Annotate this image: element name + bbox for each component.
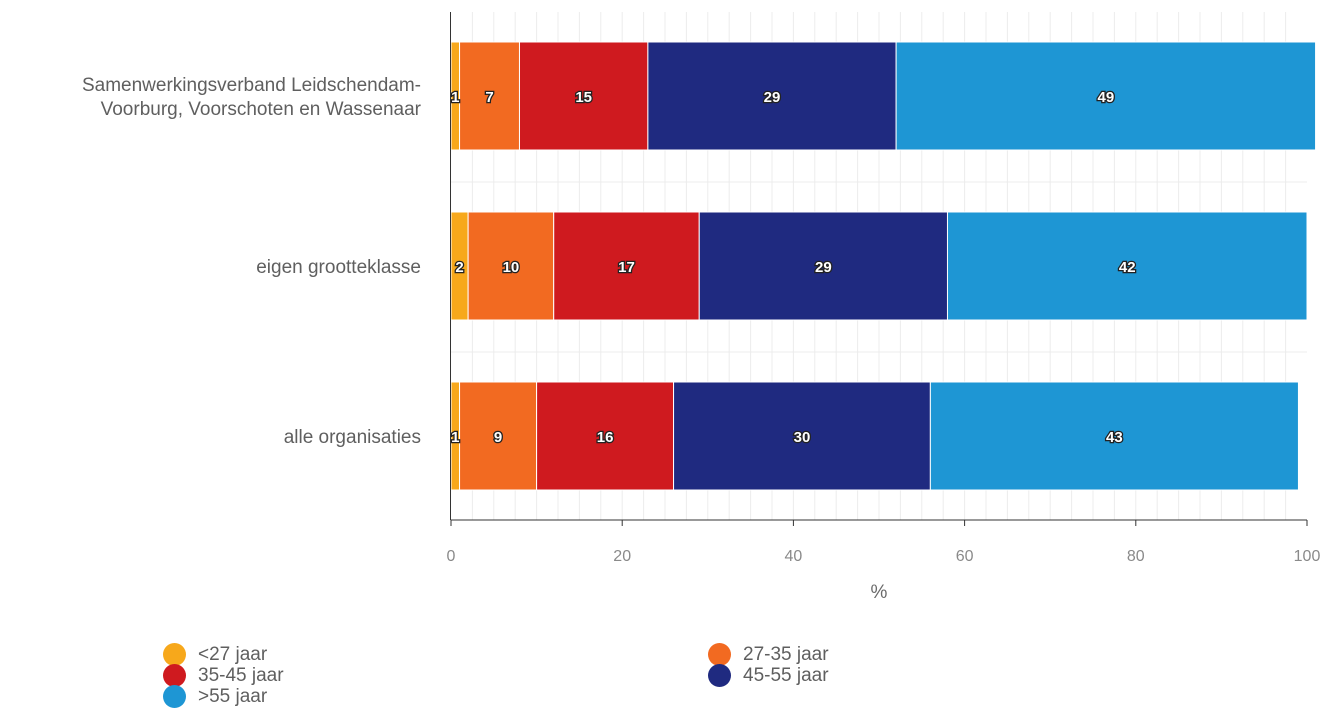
data-label: 49 [1097, 89, 1114, 106]
x-tick-label: 80 [1127, 548, 1145, 565]
x-axis-label: % [871, 582, 888, 603]
data-label: 1 [451, 429, 459, 446]
legend-item: >55 jaar [163, 685, 708, 708]
bar-segment [895, 41, 1317, 151]
x-tick-label: 100 [1294, 548, 1321, 565]
bars [450, 41, 1317, 491]
bar-segment [553, 211, 700, 321]
data-label: 2 [455, 259, 463, 276]
bar-segment [536, 381, 675, 491]
legend-item: 27-35 jaar [708, 643, 963, 666]
legend-swatch [708, 643, 731, 666]
bar-segment [673, 381, 931, 491]
data-label: 7 [485, 89, 493, 106]
legend-item: 35-45 jaar [163, 664, 708, 687]
data-labels: 1 7 15 29 492 10 17 29 421 9 16 30 43 [450, 88, 1137, 448]
legend-item: <27 jaar [163, 643, 708, 666]
chart: 1 7 15 29 492 10 17 29 421 9 16 30 43 0 20 40 60 80 100 S… [82, 12, 1321, 603]
legend-label: 45-55 jaar [743, 664, 829, 686]
data-label: 29 [815, 259, 832, 276]
axes: 0 20 40 60 80 100 [447, 12, 1321, 565]
data-label: 9 [494, 429, 502, 446]
data-label: 30 [794, 429, 811, 446]
legend: <27 jaar 27-35 jaar 35-45 jaar 45-55 jaar >5… [163, 643, 963, 708]
legend-swatch [708, 664, 731, 687]
x-tick-label: 20 [613, 548, 631, 565]
bar-segment [929, 381, 1299, 491]
legend-label: <27 jaar [198, 643, 268, 665]
bar-segment [459, 381, 538, 491]
bar-segment [467, 211, 555, 321]
legend-swatch [163, 664, 186, 687]
data-label: 17 [618, 259, 635, 276]
data-label: 29 [764, 89, 781, 106]
category-label: Voorburg, Voorschoten en Wassenaar [101, 99, 422, 120]
legend-item: 45-55 jaar [708, 664, 963, 687]
legend-label: 27-35 jaar [743, 643, 829, 665]
data-label: 43 [1106, 429, 1123, 446]
data-label: 42 [1119, 259, 1136, 276]
x-tick-label: 0 [447, 548, 456, 565]
bar-segment [647, 41, 897, 151]
bar-segment [698, 211, 948, 321]
legend-label: >55 jaar [198, 685, 268, 707]
x-tick-label: 60 [956, 548, 974, 565]
category-label: alle organisaties [284, 427, 421, 448]
category-labels: Samenwerkingsverband Leidschendam- Voorbu… [82, 75, 422, 448]
data-label: 15 [575, 89, 592, 106]
data-label: 16 [597, 429, 614, 446]
category-label: eigen grootteklasse [256, 257, 421, 278]
data-label: 1 [451, 89, 459, 106]
bar-segment [946, 211, 1308, 321]
bar-segment [459, 41, 520, 151]
category-label: Samenwerkingsverband Leidschendam- [82, 75, 421, 96]
legend-label: 35-45 jaar [198, 664, 284, 686]
x-tick-label: 40 [785, 548, 803, 565]
legend-swatch [163, 643, 186, 666]
legend-swatch [163, 685, 186, 708]
data-label: 10 [503, 259, 520, 276]
